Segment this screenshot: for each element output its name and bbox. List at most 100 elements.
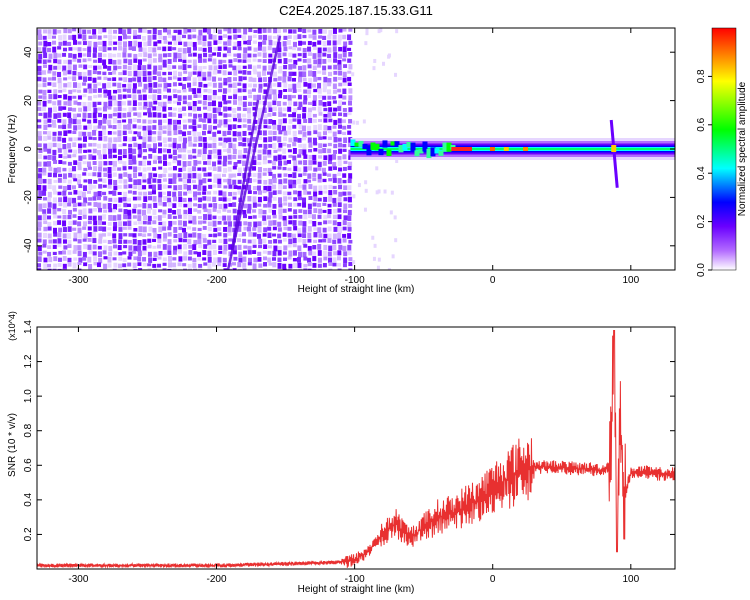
snr-y-ticks: 0.20.40.60.81.01.21.4 xyxy=(23,320,675,541)
spectrogram-cell xyxy=(162,119,167,123)
spectrogram-cell xyxy=(58,160,63,164)
spectrogram-cell xyxy=(307,94,312,99)
spectrogram-cell xyxy=(62,47,67,52)
spectrogram-cell xyxy=(58,185,63,189)
spectrogram-cell xyxy=(268,65,273,71)
spectrogram-cell xyxy=(147,119,152,124)
spectrogram-cell xyxy=(207,239,212,246)
spectrogram-cell xyxy=(117,136,122,142)
spectrogram-cell xyxy=(293,101,298,107)
spectrogram-cell xyxy=(77,119,82,125)
spectrogram-cell xyxy=(298,124,303,130)
spectrogram-cell xyxy=(328,166,333,171)
spectrogram-cell xyxy=(303,263,308,268)
spectrogram-cell xyxy=(307,209,312,215)
spectrogram-cell xyxy=(83,262,88,267)
spectrogram-cell xyxy=(347,185,352,190)
spectrogram-cell xyxy=(333,52,338,58)
spectrogram-cell xyxy=(218,137,223,141)
spectrogram-cell xyxy=(223,82,228,86)
spectrogram-cell xyxy=(77,95,82,100)
spectrogram-cell xyxy=(268,191,273,198)
spectrogram-cell xyxy=(253,257,258,263)
spectrogram-cell xyxy=(267,257,272,263)
spectrogram-cell xyxy=(382,140,388,148)
spectrogram-streak xyxy=(226,35,282,270)
spectrogram-cell xyxy=(47,197,52,203)
spectrogram-cell xyxy=(67,143,72,149)
spectrogram-cell xyxy=(178,136,183,142)
spectrogram-cell xyxy=(117,214,122,221)
spectrogram-cell xyxy=(172,209,177,215)
spectrogram-cell xyxy=(158,58,163,63)
spectrogram-cell xyxy=(172,166,177,171)
spectrogram-cell xyxy=(252,227,257,231)
spectrogram-cell xyxy=(187,82,192,88)
spectrogram-cell xyxy=(227,154,232,160)
spectrogram-cell xyxy=(98,184,103,189)
spectrogram-cell xyxy=(237,65,242,71)
spectrogram-cell xyxy=(313,148,318,152)
spectrogram-cell xyxy=(242,35,247,40)
spectrogram-cell xyxy=(308,160,313,166)
spectrogram-cell xyxy=(272,196,277,201)
spectrogram-cell xyxy=(98,46,103,52)
spectrogram-cell xyxy=(43,220,48,225)
spectrogram-cell xyxy=(102,167,107,172)
spectrogram-cell xyxy=(197,251,202,257)
spectrogram-cell xyxy=(147,53,152,59)
spectrogram-cell xyxy=(102,40,107,47)
spectrogram-cell xyxy=(253,70,258,75)
spectrogram-cell xyxy=(152,112,157,118)
spectrogram-cell xyxy=(157,40,162,44)
spectrogram-cell xyxy=(282,125,287,132)
spectrogram-cell xyxy=(42,47,47,54)
spectrogram-cell xyxy=(389,210,393,215)
spectrogram-cell xyxy=(38,34,43,40)
spectrogram-cell xyxy=(207,172,212,177)
spectrogram-cell xyxy=(212,76,217,82)
spectrogram-cell xyxy=(187,161,192,167)
spectrogram-cell xyxy=(118,179,123,184)
spectrogram-cell xyxy=(317,47,322,54)
spectrogram-cell xyxy=(72,197,77,204)
spectrogram-cell xyxy=(47,154,52,160)
spectrogram-cell xyxy=(173,245,178,252)
spectrogram-cell xyxy=(82,221,87,227)
spectrogram-cell xyxy=(323,185,328,190)
spectrogram-cell xyxy=(177,89,182,94)
spectrogram-cell xyxy=(122,88,127,92)
spectrogram-cell xyxy=(303,256,308,261)
spectrogram-cell xyxy=(212,95,217,100)
spectrogram-cell xyxy=(292,142,297,147)
spectrogram-cell xyxy=(107,167,112,174)
spectrogram-cell xyxy=(137,215,142,222)
spectrogram-cell xyxy=(197,124,202,128)
spectrogram-cell xyxy=(182,179,187,184)
spectrogram-cell xyxy=(127,112,132,118)
spectrogram-cell xyxy=(202,47,207,52)
spectrogram-cell xyxy=(287,191,292,196)
spectrogram-cell xyxy=(67,233,72,239)
spectrogram-cell xyxy=(177,208,182,215)
spectrogram-cell xyxy=(212,215,217,220)
spectrogram-cell xyxy=(157,184,162,191)
spectrogram-cell xyxy=(132,250,137,254)
spectrogram-cell xyxy=(307,203,312,210)
y-tick-label: -20 xyxy=(23,190,34,205)
spectrogram-cell xyxy=(197,94,202,98)
spectrogram-cell xyxy=(328,107,333,112)
spectrogram-cell xyxy=(212,148,217,154)
spectrogram-cell xyxy=(162,209,167,215)
spectrogram-cell xyxy=(307,238,312,243)
spectrogram-cell xyxy=(88,208,93,214)
spectrogram-cell xyxy=(57,53,62,58)
spectrogram-cell xyxy=(237,136,242,141)
spectrogram-cell xyxy=(87,76,92,81)
spectrogram-cell xyxy=(293,226,298,231)
spectrogram-cell xyxy=(97,251,102,258)
spectrogram-cell xyxy=(202,250,207,255)
spectrogram-cell xyxy=(162,191,167,195)
spectrogram-cell xyxy=(182,53,187,60)
spectrogram-cell xyxy=(217,52,222,57)
